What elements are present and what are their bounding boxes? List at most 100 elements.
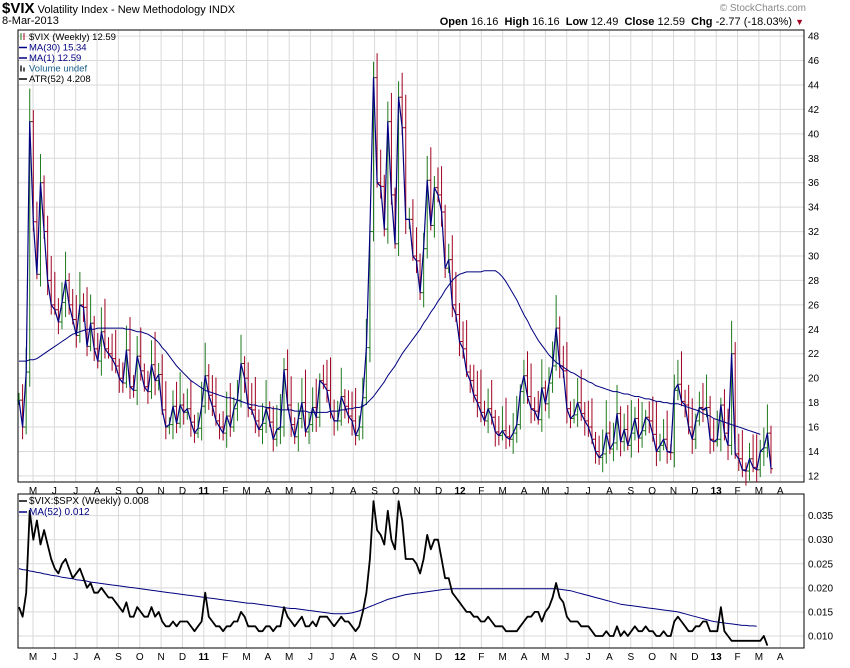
open-label: Open bbox=[439, 16, 468, 28]
quote-bar: Open 16.16 High 16.16 Low 12.49 Close 12… bbox=[440, 16, 804, 28]
y-tick-label: 0.015 bbox=[808, 607, 833, 618]
x-tick-label: O bbox=[136, 652, 144, 663]
x-tick-label: J bbox=[564, 652, 569, 663]
exchange: INDX bbox=[208, 4, 236, 16]
x-tick-label: A bbox=[265, 652, 272, 663]
x-tick-label: M bbox=[29, 652, 37, 663]
legend-entry: ATR(52) 4.208 bbox=[29, 74, 91, 85]
x-tick-label: 13 bbox=[711, 486, 723, 497]
x-tick-label: 12 bbox=[454, 652, 466, 663]
x-tick-label: S bbox=[371, 652, 378, 663]
chart-date: 8-Mar-2013 bbox=[2, 15, 59, 27]
x-tick-label: S bbox=[115, 486, 122, 497]
chg-value: -2.77 (-18.03%) bbox=[715, 16, 793, 28]
x-tick-label: D bbox=[179, 486, 186, 497]
y-tick-label: 32 bbox=[808, 227, 820, 238]
x-tick-label: M bbox=[285, 652, 293, 663]
legend-entry: $VIX:$SPX (Weekly) 0.008 bbox=[29, 496, 149, 507]
x-tick-label: A bbox=[777, 652, 784, 663]
vix-spx-ratio-line bbox=[18, 500, 769, 646]
y-tick-label: 28 bbox=[808, 276, 820, 287]
legend-entry: Volume undef bbox=[29, 64, 87, 75]
x-tick-label: F bbox=[478, 486, 484, 497]
x-tick-label: J bbox=[586, 486, 591, 497]
x-tick-label: 13 bbox=[711, 652, 723, 663]
y-tick-label: 44 bbox=[808, 80, 820, 91]
x-tick-label: S bbox=[371, 486, 378, 497]
x-tick-label: O bbox=[648, 486, 656, 497]
y-tick-label: 0.035 bbox=[808, 511, 833, 522]
x-tick-label: N bbox=[157, 652, 164, 663]
security-name: Volatility Index - New Methodology bbox=[37, 4, 206, 16]
y-tick-label: 18 bbox=[808, 398, 820, 409]
panel-frame bbox=[17, 493, 805, 649]
price-panel: 12 14 16 18 20 22 24 26 28 30 32 34 36 38 40 42 44 46 48 M J… bbox=[17, 29, 820, 497]
symbol: $VIX bbox=[2, 0, 35, 17]
x-tick-label: J bbox=[564, 486, 569, 497]
legend-entry: MA(30) 15.34 bbox=[29, 43, 87, 54]
ma30-line bbox=[19, 270, 761, 435]
x-tick-label: M bbox=[242, 652, 250, 663]
x-tick-label: N bbox=[414, 486, 421, 497]
x-tick-label: M bbox=[242, 486, 250, 497]
chg-label: Chg bbox=[691, 16, 713, 28]
y-tick-label: 0.030 bbox=[808, 535, 833, 546]
x-tick-label: D bbox=[179, 652, 186, 663]
x-tick-label: D bbox=[691, 652, 698, 663]
y-tick-label: 30 bbox=[808, 252, 820, 263]
x-tick-label: O bbox=[392, 486, 400, 497]
ratio-panel: 0.010 0.015 0.020 0.025 0.030 0.035 M J J A S O N D 11… bbox=[17, 493, 833, 663]
x-tick-label: D bbox=[435, 486, 442, 497]
x-tick-label: J bbox=[73, 486, 78, 497]
x-tick-label: J bbox=[73, 652, 78, 663]
x-tick-label: J bbox=[52, 486, 57, 497]
x-tick-label: M bbox=[499, 486, 507, 497]
x-tick-label: F bbox=[222, 486, 228, 497]
high-value: 16.16 bbox=[532, 16, 560, 28]
x-tick-label: A bbox=[521, 652, 528, 663]
y-tick-label: 48 bbox=[808, 32, 820, 43]
brand-watermark: © StockCharts.com bbox=[719, 3, 806, 14]
y-tick-label: 0.025 bbox=[808, 559, 833, 570]
x-tick-label: O bbox=[392, 652, 400, 663]
panel-frame bbox=[17, 29, 805, 483]
y-tick-label: 16 bbox=[808, 423, 820, 434]
x-tick-label: O bbox=[136, 486, 144, 497]
y-tick-label: 42 bbox=[808, 105, 820, 116]
x-tick-label: J bbox=[308, 486, 313, 497]
x-tick-label: M bbox=[285, 486, 293, 497]
x-tick-label: J bbox=[52, 652, 57, 663]
x-tick-label: A bbox=[350, 652, 357, 663]
chart-title: $VIX Volatility Index - New Methodology … bbox=[2, 0, 235, 17]
low-label: Low bbox=[565, 16, 588, 28]
x-tick-label: A bbox=[94, 652, 101, 663]
x-tick-label: A bbox=[777, 486, 784, 497]
x-tick-label: O bbox=[648, 652, 656, 663]
ma1-line bbox=[18, 76, 772, 472]
legend-entry: $VIX (Weekly) 12.59 bbox=[29, 32, 116, 43]
x-tick-label: 11 bbox=[199, 652, 210, 663]
y-tick-label: 38 bbox=[808, 154, 820, 165]
close-label: Close bbox=[624, 16, 655, 28]
x-tick-label: D bbox=[691, 486, 698, 497]
x-tick-label: N bbox=[670, 652, 677, 663]
x-tick-label: S bbox=[627, 652, 634, 663]
legend-entry: MA(1) 12.59 bbox=[29, 53, 81, 64]
down-arrow-icon: ▼ bbox=[795, 17, 804, 27]
x-tick-label: A bbox=[94, 486, 101, 497]
x-tick-label: A bbox=[521, 486, 528, 497]
y-tick-label: 36 bbox=[808, 178, 820, 189]
legend-swatch-bar bbox=[20, 65, 22, 72]
x-tick-label: M bbox=[29, 486, 37, 497]
x-tick-label: F bbox=[478, 652, 484, 663]
close-value: 12.59 bbox=[657, 16, 685, 28]
x-tick-label: 12 bbox=[454, 486, 466, 497]
x-tick-label: M bbox=[541, 652, 549, 663]
legend-swatch-bar bbox=[23, 67, 25, 72]
x-tick-label: M bbox=[755, 486, 763, 497]
y-tick-label: 26 bbox=[808, 300, 820, 311]
y-tick-label: 22 bbox=[808, 349, 820, 360]
x-tick-label: F bbox=[734, 486, 740, 497]
